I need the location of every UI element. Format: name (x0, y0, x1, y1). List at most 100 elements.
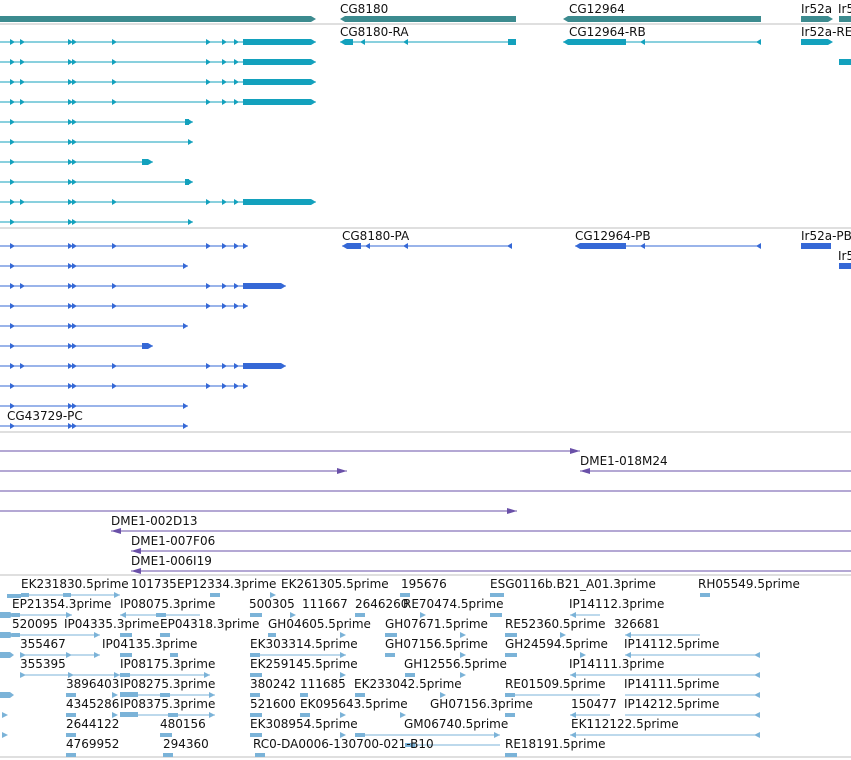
est-feature[interactable] (505, 693, 600, 697)
clone-feature[interactable] (111, 528, 851, 534)
cds-feature[interactable] (801, 243, 831, 249)
est-feature[interactable] (250, 612, 296, 618)
est-feature[interactable] (12, 632, 100, 638)
transcript-feature[interactable] (0, 39, 316, 45)
cds-feature[interactable] (839, 263, 851, 269)
est-feature[interactable] (0, 612, 14, 618)
est-feature[interactable] (625, 692, 760, 698)
est-feature[interactable] (505, 632, 566, 638)
est-feature[interactable] (700, 593, 710, 597)
est-feature[interactable] (120, 633, 170, 637)
est-feature[interactable] (625, 652, 760, 658)
est-feature[interactable] (625, 712, 760, 718)
transcript-feature[interactable] (0, 159, 153, 165)
est-feature[interactable] (120, 672, 210, 678)
est-feature[interactable] (300, 712, 406, 718)
est-feature[interactable] (250, 652, 346, 658)
clone-feature[interactable] (131, 548, 851, 554)
est-feature[interactable] (0, 652, 14, 658)
est-feature[interactable] (66, 753, 76, 757)
est-feature[interactable] (405, 672, 466, 678)
est-feature[interactable] (255, 753, 265, 757)
est-feature[interactable] (66, 733, 76, 737)
cds-feature[interactable] (0, 363, 286, 369)
est-feature[interactable] (355, 612, 426, 618)
est-label: GH07156.5prime (385, 637, 488, 651)
est-feature[interactable] (505, 652, 586, 658)
est-feature[interactable] (20, 652, 100, 658)
transcript-feature[interactable] (340, 39, 516, 45)
est-feature[interactable] (163, 753, 173, 757)
transcript-feature[interactable] (0, 179, 193, 185)
transcript-feature[interactable] (0, 99, 316, 105)
cds-feature[interactable] (0, 323, 188, 329)
transcript-feature[interactable] (0, 199, 316, 205)
est-feature[interactable] (355, 732, 500, 738)
gene-feature[interactable] (340, 16, 516, 22)
cds-feature[interactable] (0, 243, 248, 249)
cds-feature[interactable] (0, 263, 188, 269)
cds-feature[interactable] (0, 343, 153, 349)
cds-feature[interactable] (0, 403, 188, 409)
est-feature[interactable] (66, 692, 118, 698)
est-feature[interactable] (120, 712, 215, 718)
est-feature[interactable] (120, 653, 178, 657)
gene-feature[interactable] (563, 16, 761, 22)
est-feature[interactable] (385, 632, 466, 638)
transcript-feature[interactable] (801, 39, 833, 45)
est-feature[interactable] (490, 593, 504, 597)
est-feature[interactable] (250, 732, 346, 738)
est-feature[interactable] (20, 672, 120, 678)
est-feature[interactable] (0, 632, 14, 638)
est-feature[interactable] (625, 632, 700, 638)
clone-feature[interactable] (0, 448, 580, 454)
est-feature[interactable] (210, 592, 276, 598)
est-feature[interactable] (21, 592, 120, 598)
transcript-feature[interactable] (0, 79, 316, 85)
est-feature[interactable] (250, 672, 346, 678)
est-feature[interactable] (490, 613, 502, 617)
cds-feature[interactable] (575, 243, 761, 249)
est-feature[interactable] (268, 632, 346, 638)
clone-feature[interactable] (0, 468, 347, 474)
est-feature[interactable] (355, 692, 446, 698)
clone-feature[interactable] (131, 568, 851, 574)
est-feature[interactable] (12, 612, 72, 618)
est-feature[interactable] (570, 672, 760, 678)
est-feature[interactable] (250, 712, 346, 718)
est-feature[interactable] (400, 593, 410, 597)
est-feature[interactable] (2, 712, 8, 718)
transcript-feature[interactable] (0, 139, 193, 145)
transcript-feature[interactable] (839, 59, 851, 65)
cds-feature[interactable] (0, 283, 286, 289)
est-feature[interactable] (160, 733, 172, 737)
clone-feature[interactable] (580, 468, 851, 474)
est-label: 2646260 (355, 597, 408, 611)
cds-feature[interactable] (342, 243, 512, 249)
est-feature[interactable] (505, 713, 515, 717)
gene-feature[interactable] (801, 16, 833, 22)
est-feature[interactable] (570, 712, 610, 718)
est-feature[interactable] (0, 692, 14, 698)
est-feature[interactable] (570, 732, 760, 738)
est-feature[interactable] (7, 594, 21, 598)
cds-feature[interactable] (0, 423, 188, 429)
gene-feature[interactable] (839, 16, 851, 22)
clone-feature[interactable] (0, 508, 517, 514)
transcript-feature[interactable] (0, 59, 316, 65)
transcript-feature[interactable] (0, 119, 193, 125)
est-feature[interactable] (570, 612, 600, 618)
est-feature[interactable] (2, 732, 8, 738)
transcript-feature[interactable] (0, 219, 193, 225)
transcript-feature[interactable] (563, 39, 761, 45)
est-feature[interactable] (405, 743, 500, 747)
est-feature[interactable] (66, 712, 118, 718)
est-feature[interactable] (120, 612, 200, 618)
est-feature[interactable] (505, 753, 517, 757)
est-feature[interactable] (250, 693, 308, 697)
cds-feature[interactable] (0, 383, 248, 389)
est-feature[interactable] (385, 652, 466, 658)
est-feature[interactable] (120, 692, 215, 698)
cds-feature[interactable] (0, 303, 248, 309)
gene-feature[interactable] (0, 16, 316, 22)
